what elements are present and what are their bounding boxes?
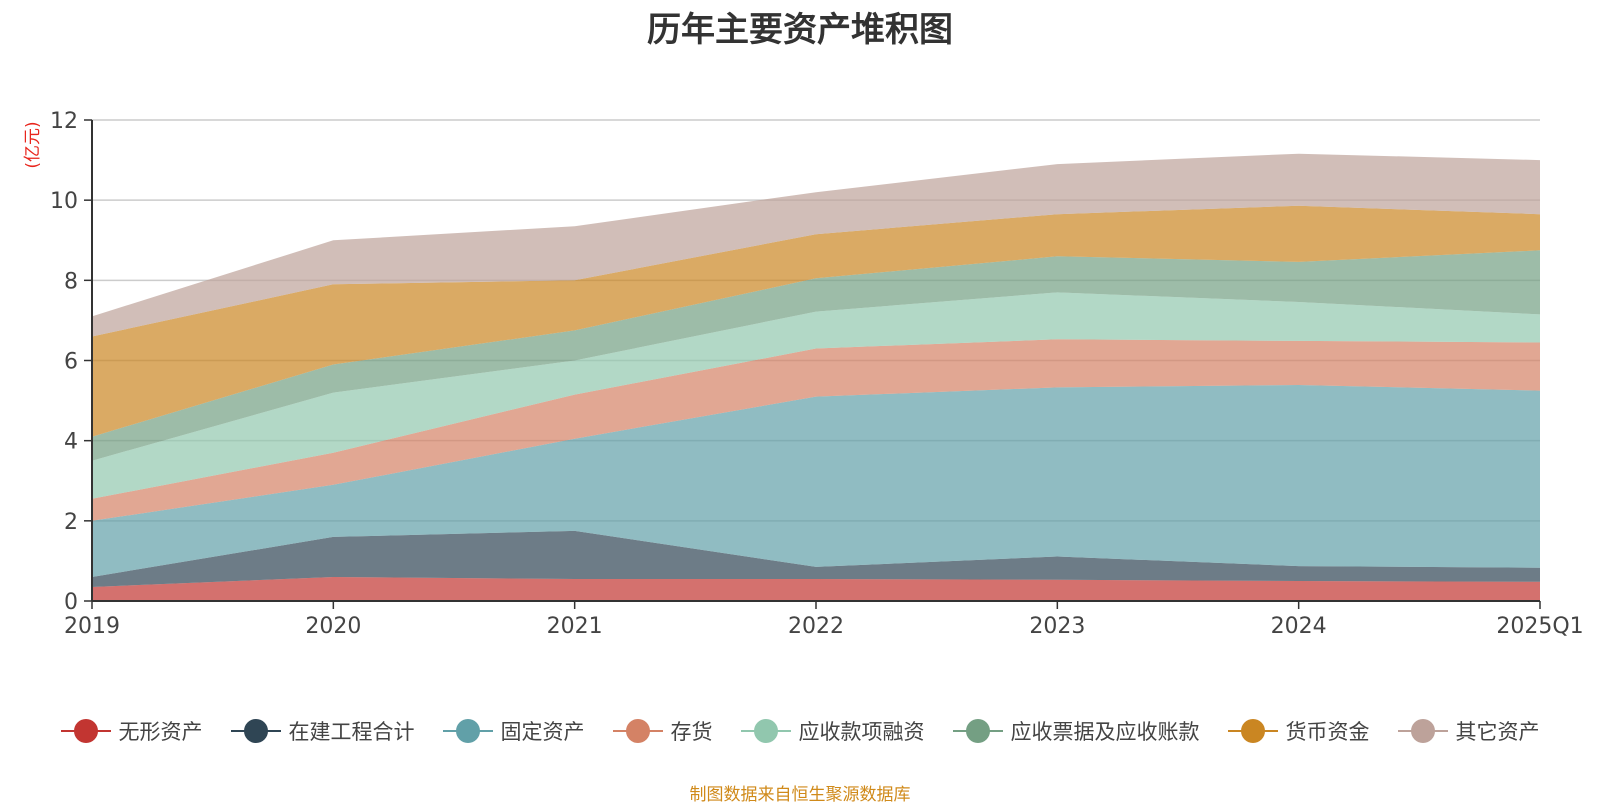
y-tick-label: 6 bbox=[64, 350, 78, 375]
legend-marker-icon bbox=[740, 719, 791, 743]
legend-marker-icon bbox=[1227, 719, 1278, 743]
y-tick-label: 2 bbox=[64, 510, 78, 535]
legend: 无形资产 在建工程合计 固定资产 存货 应收款项融资 应收票据及应收账款 货币资金 其它资产 bbox=[0, 716, 1600, 746]
legend-label: 无形资产 bbox=[118, 720, 203, 744]
legend-item[interactable]: 无形资产 bbox=[60, 716, 203, 746]
y-tick-label: 0 bbox=[64, 590, 78, 615]
legend-marker-icon bbox=[612, 719, 663, 743]
legend-item[interactable]: 在建工程合计 bbox=[230, 716, 415, 746]
legend-item[interactable]: 固定资产 bbox=[442, 716, 585, 746]
legend-label: 固定资产 bbox=[500, 720, 585, 744]
x-tick-label: 2025Q1 bbox=[1496, 614, 1583, 639]
axes: 0 2 4 6 8 10 12 2019 2020 2021 2022 2023 2024 2025Q1 bbox=[50, 109, 1584, 639]
y-tick-label: 8 bbox=[64, 269, 78, 294]
legend-label: 在建工程合计 bbox=[288, 720, 415, 744]
area-存货 bbox=[92, 339, 1540, 521]
x-tick-label: 2021 bbox=[547, 614, 603, 639]
x-tick-label: 2019 bbox=[64, 614, 120, 639]
legend-item[interactable]: 应收票据及应收账款 bbox=[952, 716, 1200, 746]
legend-label: 其它资产 bbox=[1455, 720, 1540, 744]
legend-item[interactable]: 存货 bbox=[612, 716, 713, 746]
legend-label: 存货 bbox=[670, 720, 713, 744]
legend-item[interactable]: 货币资金 bbox=[1227, 716, 1370, 746]
area-在建工程合计 bbox=[92, 530, 1540, 587]
legend-item[interactable]: 应收款项融资 bbox=[740, 716, 925, 746]
y-tick-label: 10 bbox=[50, 189, 78, 214]
legend-marker-icon bbox=[60, 719, 111, 743]
area-series bbox=[92, 153, 1540, 601]
legend-item[interactable]: 其它资产 bbox=[1397, 716, 1540, 746]
x-tick-label: 2022 bbox=[788, 614, 844, 639]
y-tick-label: 12 bbox=[50, 109, 78, 134]
x-tick-label: 2024 bbox=[1271, 614, 1327, 639]
legend-marker-icon bbox=[952, 719, 1003, 743]
area-无形资产 bbox=[92, 577, 1540, 601]
legend-marker-icon bbox=[230, 719, 281, 743]
legend-label: 应收款项融资 bbox=[798, 720, 925, 744]
area-固定资产 bbox=[92, 385, 1540, 577]
area-其它资产 bbox=[92, 153, 1540, 337]
source-note: 制图数据来自恒生聚源数据库 bbox=[689, 785, 911, 805]
area-应收款项融资 bbox=[92, 292, 1540, 499]
x-tick-label: 2020 bbox=[305, 614, 361, 639]
legend-label: 应收票据及应收账款 bbox=[1010, 720, 1200, 744]
x-tick-label: 2023 bbox=[1029, 614, 1085, 639]
area-应收票据及应收账款 bbox=[92, 250, 1540, 461]
legend-label: 货币资金 bbox=[1285, 720, 1370, 744]
y-axis-unit-label: (亿元) bbox=[23, 121, 43, 168]
y-tick-label: 4 bbox=[64, 430, 78, 455]
area-货币资金 bbox=[92, 205, 1540, 437]
chart-title: 历年主要资产堆积图 bbox=[647, 10, 953, 50]
legend-marker-icon bbox=[442, 719, 493, 743]
legend-marker-icon bbox=[1397, 719, 1448, 743]
